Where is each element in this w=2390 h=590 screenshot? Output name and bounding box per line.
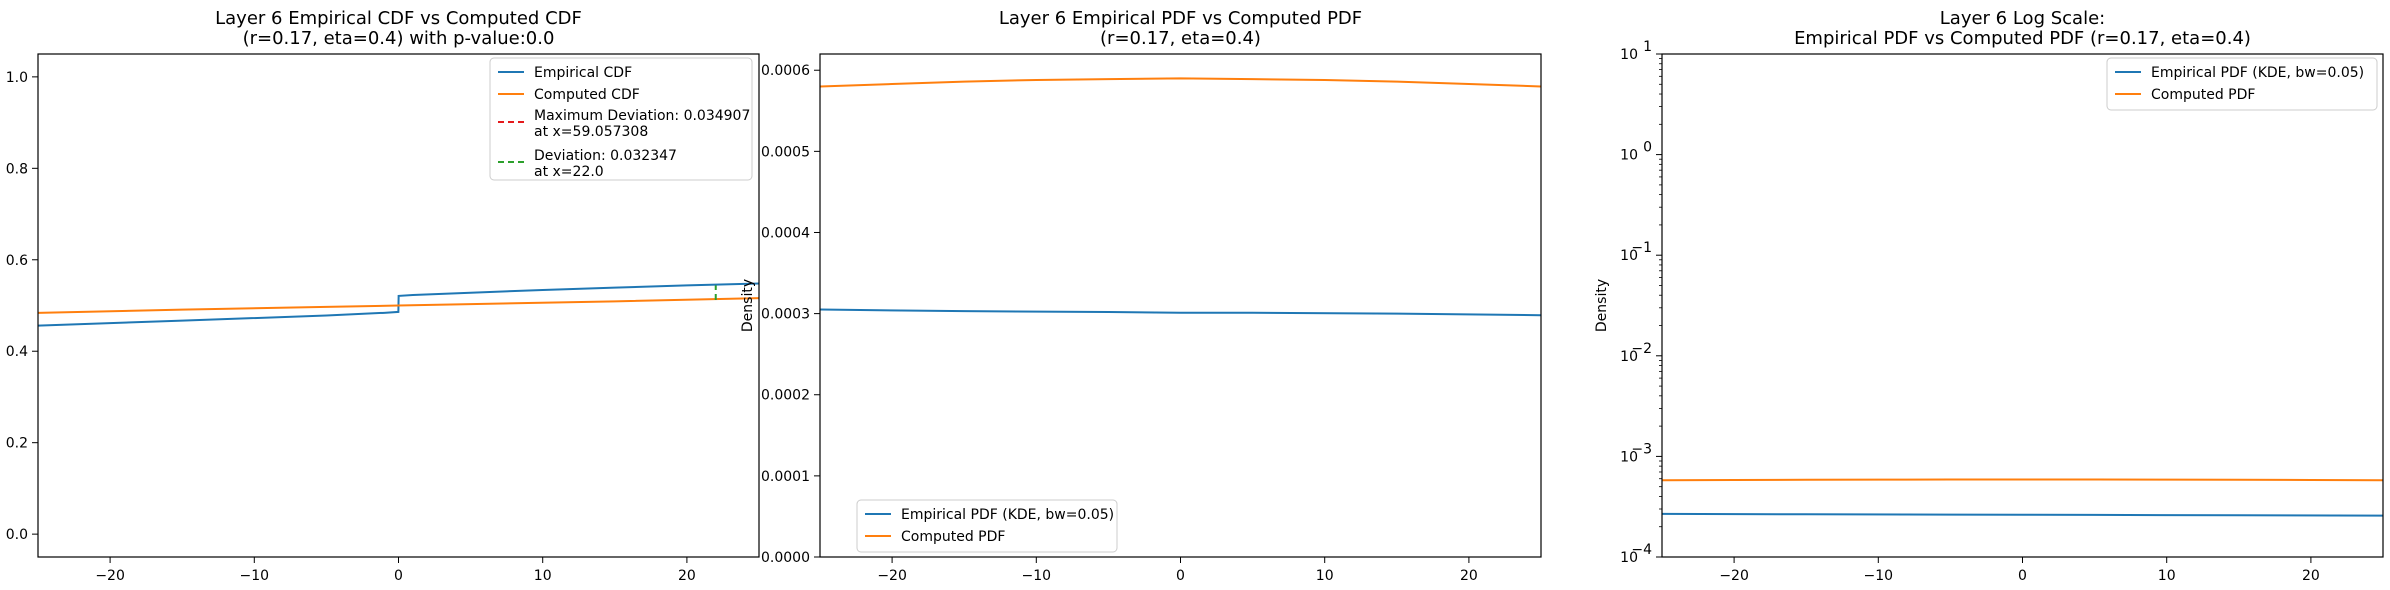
series-line-1 xyxy=(1662,512,2383,517)
y-tick-exponent: 1 xyxy=(1643,39,1652,55)
y-tick-label: 0.0000 xyxy=(761,550,810,566)
x-tick-label: −20 xyxy=(877,568,907,584)
x-tick-label: 20 xyxy=(2302,568,2320,584)
legend: Empirical CDF Computed CDF Maximum Deviati… xyxy=(489,57,753,181)
chart-title-line-1: Layer 6 Empirical CDF vs Computed CDF xyxy=(215,8,582,29)
chart-title-line-1: Layer 6 Log Scale: xyxy=(1940,8,2105,29)
legend-entry-label: Maximum Deviation: 0.034907 xyxy=(534,108,750,124)
y-tick-label: 10 xyxy=(1620,148,1638,164)
legend: Empirical PDF (KDE, bw=0.05) Computed PDF xyxy=(2106,57,2378,111)
y-tick-label: 0.0003 xyxy=(761,307,810,323)
chart-title-line-2: (r=0.17, eta=0.4) with p-value:0.0 xyxy=(243,28,555,49)
legend-entry-label: Deviation: 0.032347 xyxy=(534,148,677,164)
x-tick-label: −10 xyxy=(1022,568,1052,584)
x-tick-label: 20 xyxy=(678,568,696,584)
x-tick-label: 10 xyxy=(1316,568,1334,584)
y-tick-label: 10 xyxy=(1620,47,1638,63)
series-line-1 xyxy=(820,308,1541,317)
legend-entry-label: Empirical CDF xyxy=(534,65,632,81)
y-tick-label: 10 xyxy=(1620,248,1638,264)
series-line-1 xyxy=(38,282,759,327)
y-tick-label: 0.2 xyxy=(6,436,28,452)
y-tick-label: 10 xyxy=(1620,449,1638,465)
chart-title-line-1: Layer 6 Empirical PDF vs Computed PDF xyxy=(999,8,1362,29)
legend-box xyxy=(489,57,753,181)
legend: Empirical PDF (KDE, bw=0.05) Computed PDF xyxy=(856,499,1118,553)
x-tick-label: −20 xyxy=(95,568,125,584)
y-tick-label: 10 xyxy=(1620,349,1638,365)
legend-entry-label: Computed PDF xyxy=(2151,87,2255,103)
series-line-2 xyxy=(1662,478,2383,482)
y-tick-label: 0.0006 xyxy=(761,63,810,79)
y-tick-label: 10 xyxy=(1620,550,1638,566)
legend-box xyxy=(856,499,1118,553)
y-tick-label: 0.6 xyxy=(6,253,28,269)
x-tick-label: 10 xyxy=(2158,568,2176,584)
y-tick-label: 0.0005 xyxy=(761,144,810,160)
series-line-2 xyxy=(820,77,1541,88)
x-tick-label: −10 xyxy=(240,568,270,584)
x-tick-label: 20 xyxy=(1460,568,1478,584)
legend-entry-label: Empirical PDF (KDE, bw=0.05) xyxy=(901,507,1114,523)
x-tick-label: 10 xyxy=(534,568,552,584)
legend-box xyxy=(2106,57,2378,111)
y-tick-exponent: −3 xyxy=(1631,441,1652,457)
x-tick-label: 0 xyxy=(2018,568,2027,584)
legend-entry-sublabel: at x=22.0 xyxy=(534,164,604,180)
y-tick-label: 0.0 xyxy=(6,527,28,543)
chart-title-line-2: Empirical PDF vs Computed PDF (r=0.17, e… xyxy=(1794,28,2251,49)
y-tick-label: 0.8 xyxy=(6,161,28,177)
legend-entry-label: Computed CDF xyxy=(534,87,640,103)
y-tick-label: 0.0002 xyxy=(761,388,810,404)
y-axis-label: Density xyxy=(1594,279,1610,332)
y-tick-label: 0.4 xyxy=(6,344,28,360)
legend-entry-label: Empirical PDF (KDE, bw=0.05) xyxy=(2151,65,2364,81)
y-tick-exponent: −2 xyxy=(1631,341,1652,357)
y-tick-exponent: −1 xyxy=(1631,240,1652,256)
x-tick-label: 0 xyxy=(1176,568,1185,584)
panel-1: −20 −10 0 10 20 0.0 0.2 0.4 0.6 0.8 1.0 Layer 6 Emp… xyxy=(6,8,760,584)
x-tick-label: 0 xyxy=(394,568,403,584)
x-tick-label: −10 xyxy=(1864,568,1894,584)
x-tick-label: −20 xyxy=(1719,568,1749,584)
series-line-2 xyxy=(38,297,759,314)
y-tick-label: 0.0001 xyxy=(761,469,810,485)
y-tick-label: 0.0004 xyxy=(761,225,810,241)
y-tick-exponent: −4 xyxy=(1631,542,1652,558)
y-tick-label: 1.0 xyxy=(6,70,28,86)
y-axis-label: Density xyxy=(740,279,756,332)
legend-entry-label: Computed PDF xyxy=(901,529,1005,545)
panel-2: −20 −10 0 10 20 0.0000 0.0001 0.0002 0.0003 0.000… xyxy=(740,8,1542,584)
chart-title-line-2: (r=0.17, eta=0.4) xyxy=(1100,28,1261,49)
y-tick-exponent: 0 xyxy=(1643,140,1652,156)
legend-entry-sublabel: at x=59.057308 xyxy=(534,124,648,140)
